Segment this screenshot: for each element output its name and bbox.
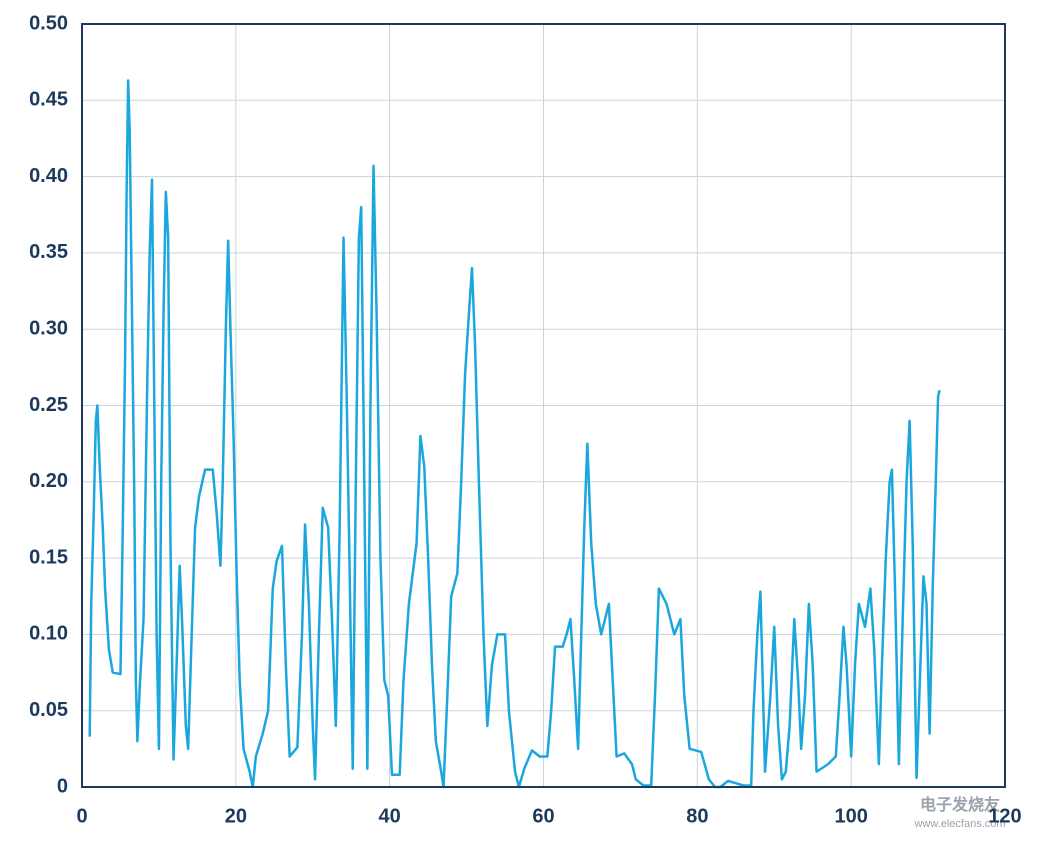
y-tick-label: 0.05 [29,699,68,721]
y-tick-label: 0.50 [29,12,68,34]
x-tick-label: 40 [379,805,401,827]
y-tick-label: 0.25 [29,394,68,416]
y-tick-label: 0.20 [29,470,68,492]
x-tick-label: 100 [834,805,867,827]
x-tick-label: 0 [76,805,87,827]
x-tick-label: 80 [686,805,708,827]
y-tick-label: 0.15 [29,546,68,568]
watermark-name: 电子发烧友 [920,795,1001,814]
y-tick-label: 0.30 [29,317,68,339]
y-tick-label: 0 [57,775,68,797]
y-tick-label: 0.40 [29,165,68,187]
x-tick-label: 20 [225,805,247,827]
plot-frame [81,23,1006,788]
x-tick-label: 120 [988,805,1021,827]
watermark-url: www.elecfans.com [913,818,1005,830]
data-line [88,79,941,789]
x-tick-label: 60 [532,805,554,827]
y-tick-label: 0.10 [29,623,68,645]
y-tick-label: 0.45 [29,89,68,111]
y-tick-label: 0.35 [29,241,68,263]
